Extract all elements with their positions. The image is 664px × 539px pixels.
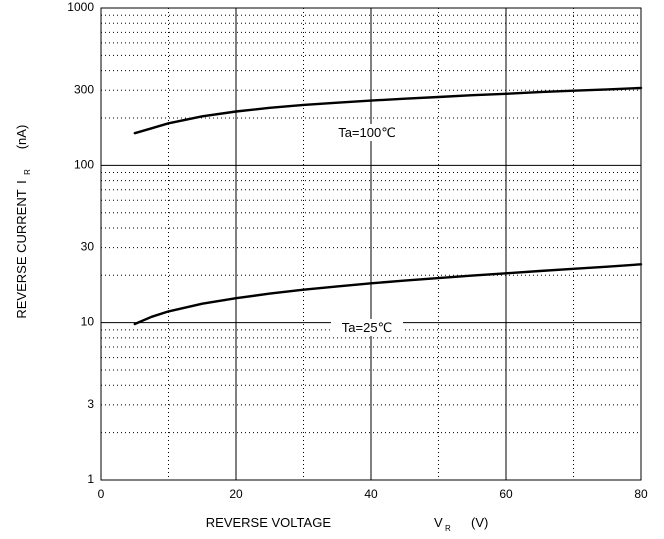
x-axis-subscript: R (445, 524, 451, 533)
plot-frame (100, 7, 642, 481)
y-tick-label: 3 (87, 397, 94, 411)
x-tick-label: 0 (98, 487, 105, 501)
x-tick-label: 40 (364, 487, 378, 501)
y-tick-label: 30 (81, 240, 95, 254)
y-tick-label: 1 (87, 472, 94, 486)
minor-grid (101, 8, 641, 480)
y-axis-unit: (nA) (14, 125, 29, 150)
series-label: Ta=25℃ (342, 320, 392, 335)
x-axis-symbol: V (434, 515, 443, 530)
y-tick-label: 10 (81, 315, 95, 329)
curves: Ta=100℃ Ta=25℃ (133, 86, 643, 336)
series-line (133, 86, 643, 135)
y-axis-title: REVERSE CURRENT (14, 189, 29, 318)
x-tick-label: 20 (229, 487, 243, 501)
y-tick-label: 300 (74, 82, 94, 96)
y-axis-symbol: I (14, 180, 29, 184)
series-label-bg (331, 319, 403, 336)
y-tick-label: 1000 (67, 0, 94, 14)
y-axis-subscript: R (23, 169, 32, 175)
series-label: Ta=100℃ (338, 125, 396, 140)
series-line (133, 263, 643, 326)
x-tick-label: 60 (499, 487, 513, 501)
x-tick-label: 80 (634, 487, 648, 501)
x-axis-unit: (V) (471, 515, 488, 530)
series-label-bg (331, 124, 403, 141)
tick-labels: 0 20 40 60 80 1 3 10 30 100 300 1000 (67, 0, 648, 501)
y-tick-label: 100 (74, 157, 94, 171)
x-axis-title: REVERSE VOLTAGE (206, 515, 332, 530)
major-grid (101, 8, 641, 480)
